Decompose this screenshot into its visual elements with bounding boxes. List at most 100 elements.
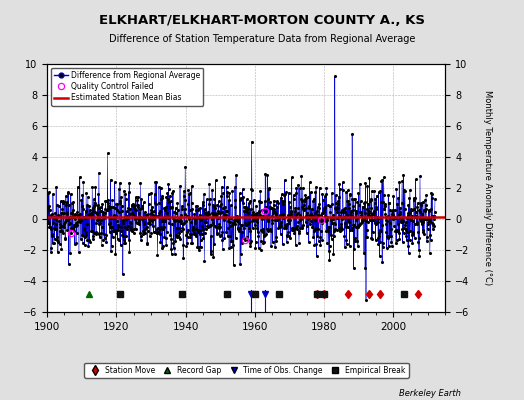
Point (269, 209, 277, 216)
Point (101, 206, 110, 213)
Point (206, 250, 215, 257)
Point (106, 224, 114, 230)
Point (132, 206, 140, 213)
Point (162, 194, 171, 200)
Point (374, 216, 382, 222)
Point (162, 210, 171, 216)
Point (101, 235, 109, 242)
Point (401, 219, 410, 226)
Point (214, 210, 223, 216)
Point (218, 229, 226, 235)
Point (104, 205, 113, 211)
Point (50, 214, 59, 220)
Point (156, 208, 164, 214)
Point (386, 206, 395, 213)
Point (418, 210, 427, 217)
Point (343, 241, 351, 247)
Point (336, 212, 344, 219)
Point (381, 214, 390, 220)
Point (91, 209, 99, 215)
Point (181, 163, 189, 170)
Point (425, 215, 434, 221)
Point (316, 228, 325, 234)
Point (425, 217, 433, 224)
Point (214, 208, 222, 214)
Point (177, 228, 185, 234)
Point (281, 222, 289, 228)
Point (177, 218, 185, 224)
Point (398, 225, 407, 232)
Point (361, 210, 369, 216)
Text: Difference of Station Temperature Data from Regional Average: Difference of Station Temperature Data f… (109, 34, 415, 44)
Point (281, 189, 290, 195)
Point (67, 230, 75, 236)
Point (199, 235, 208, 242)
Point (70, 222, 79, 229)
Point (422, 192, 430, 198)
Point (76, 211, 84, 217)
Point (133, 220, 141, 226)
Point (253, 219, 261, 225)
Point (160, 224, 168, 230)
Point (337, 224, 345, 230)
Point (324, 224, 333, 230)
Point (47, 245, 56, 252)
Point (367, 196, 375, 202)
Point (209, 254, 217, 260)
Point (107, 248, 115, 254)
Point (412, 221, 421, 228)
Point (106, 220, 114, 226)
Point (298, 225, 306, 231)
Point (346, 192, 354, 199)
Point (382, 229, 390, 235)
Point (234, 225, 243, 232)
Point (307, 212, 315, 218)
Point (380, 201, 389, 208)
Point (264, 216, 272, 223)
Point (410, 234, 419, 241)
Point (205, 180, 213, 187)
Point (352, 216, 361, 223)
Point (341, 220, 349, 226)
Point (271, 211, 280, 218)
Point (219, 246, 227, 252)
Point (289, 196, 298, 202)
Point (74, 212, 83, 218)
Point (365, 210, 374, 216)
Point (50, 240, 58, 246)
Point (154, 229, 162, 235)
Point (213, 230, 222, 237)
Point (250, 214, 258, 220)
Point (321, 212, 329, 219)
Point (121, 240, 129, 247)
Point (409, 231, 417, 238)
Point (388, 243, 396, 249)
Point (277, 231, 285, 238)
Point (115, 200, 124, 206)
Point (159, 215, 168, 221)
Point (342, 237, 351, 243)
Point (412, 212, 420, 219)
Point (335, 180, 344, 187)
Point (260, 239, 268, 245)
Point (241, 220, 249, 226)
Point (317, 212, 325, 218)
Point (282, 225, 290, 231)
Point (264, 196, 272, 203)
Point (324, 227, 332, 233)
Point (380, 192, 388, 198)
Point (322, 191, 330, 198)
Point (47, 212, 55, 218)
Point (217, 201, 225, 207)
Point (203, 212, 211, 218)
Point (71, 211, 79, 218)
Point (302, 230, 311, 236)
Point (390, 206, 399, 213)
Point (179, 242, 188, 248)
Point (130, 205, 139, 212)
Point (248, 225, 257, 232)
Point (245, 200, 253, 206)
Point (180, 220, 189, 226)
Point (209, 212, 217, 218)
Point (267, 228, 276, 234)
